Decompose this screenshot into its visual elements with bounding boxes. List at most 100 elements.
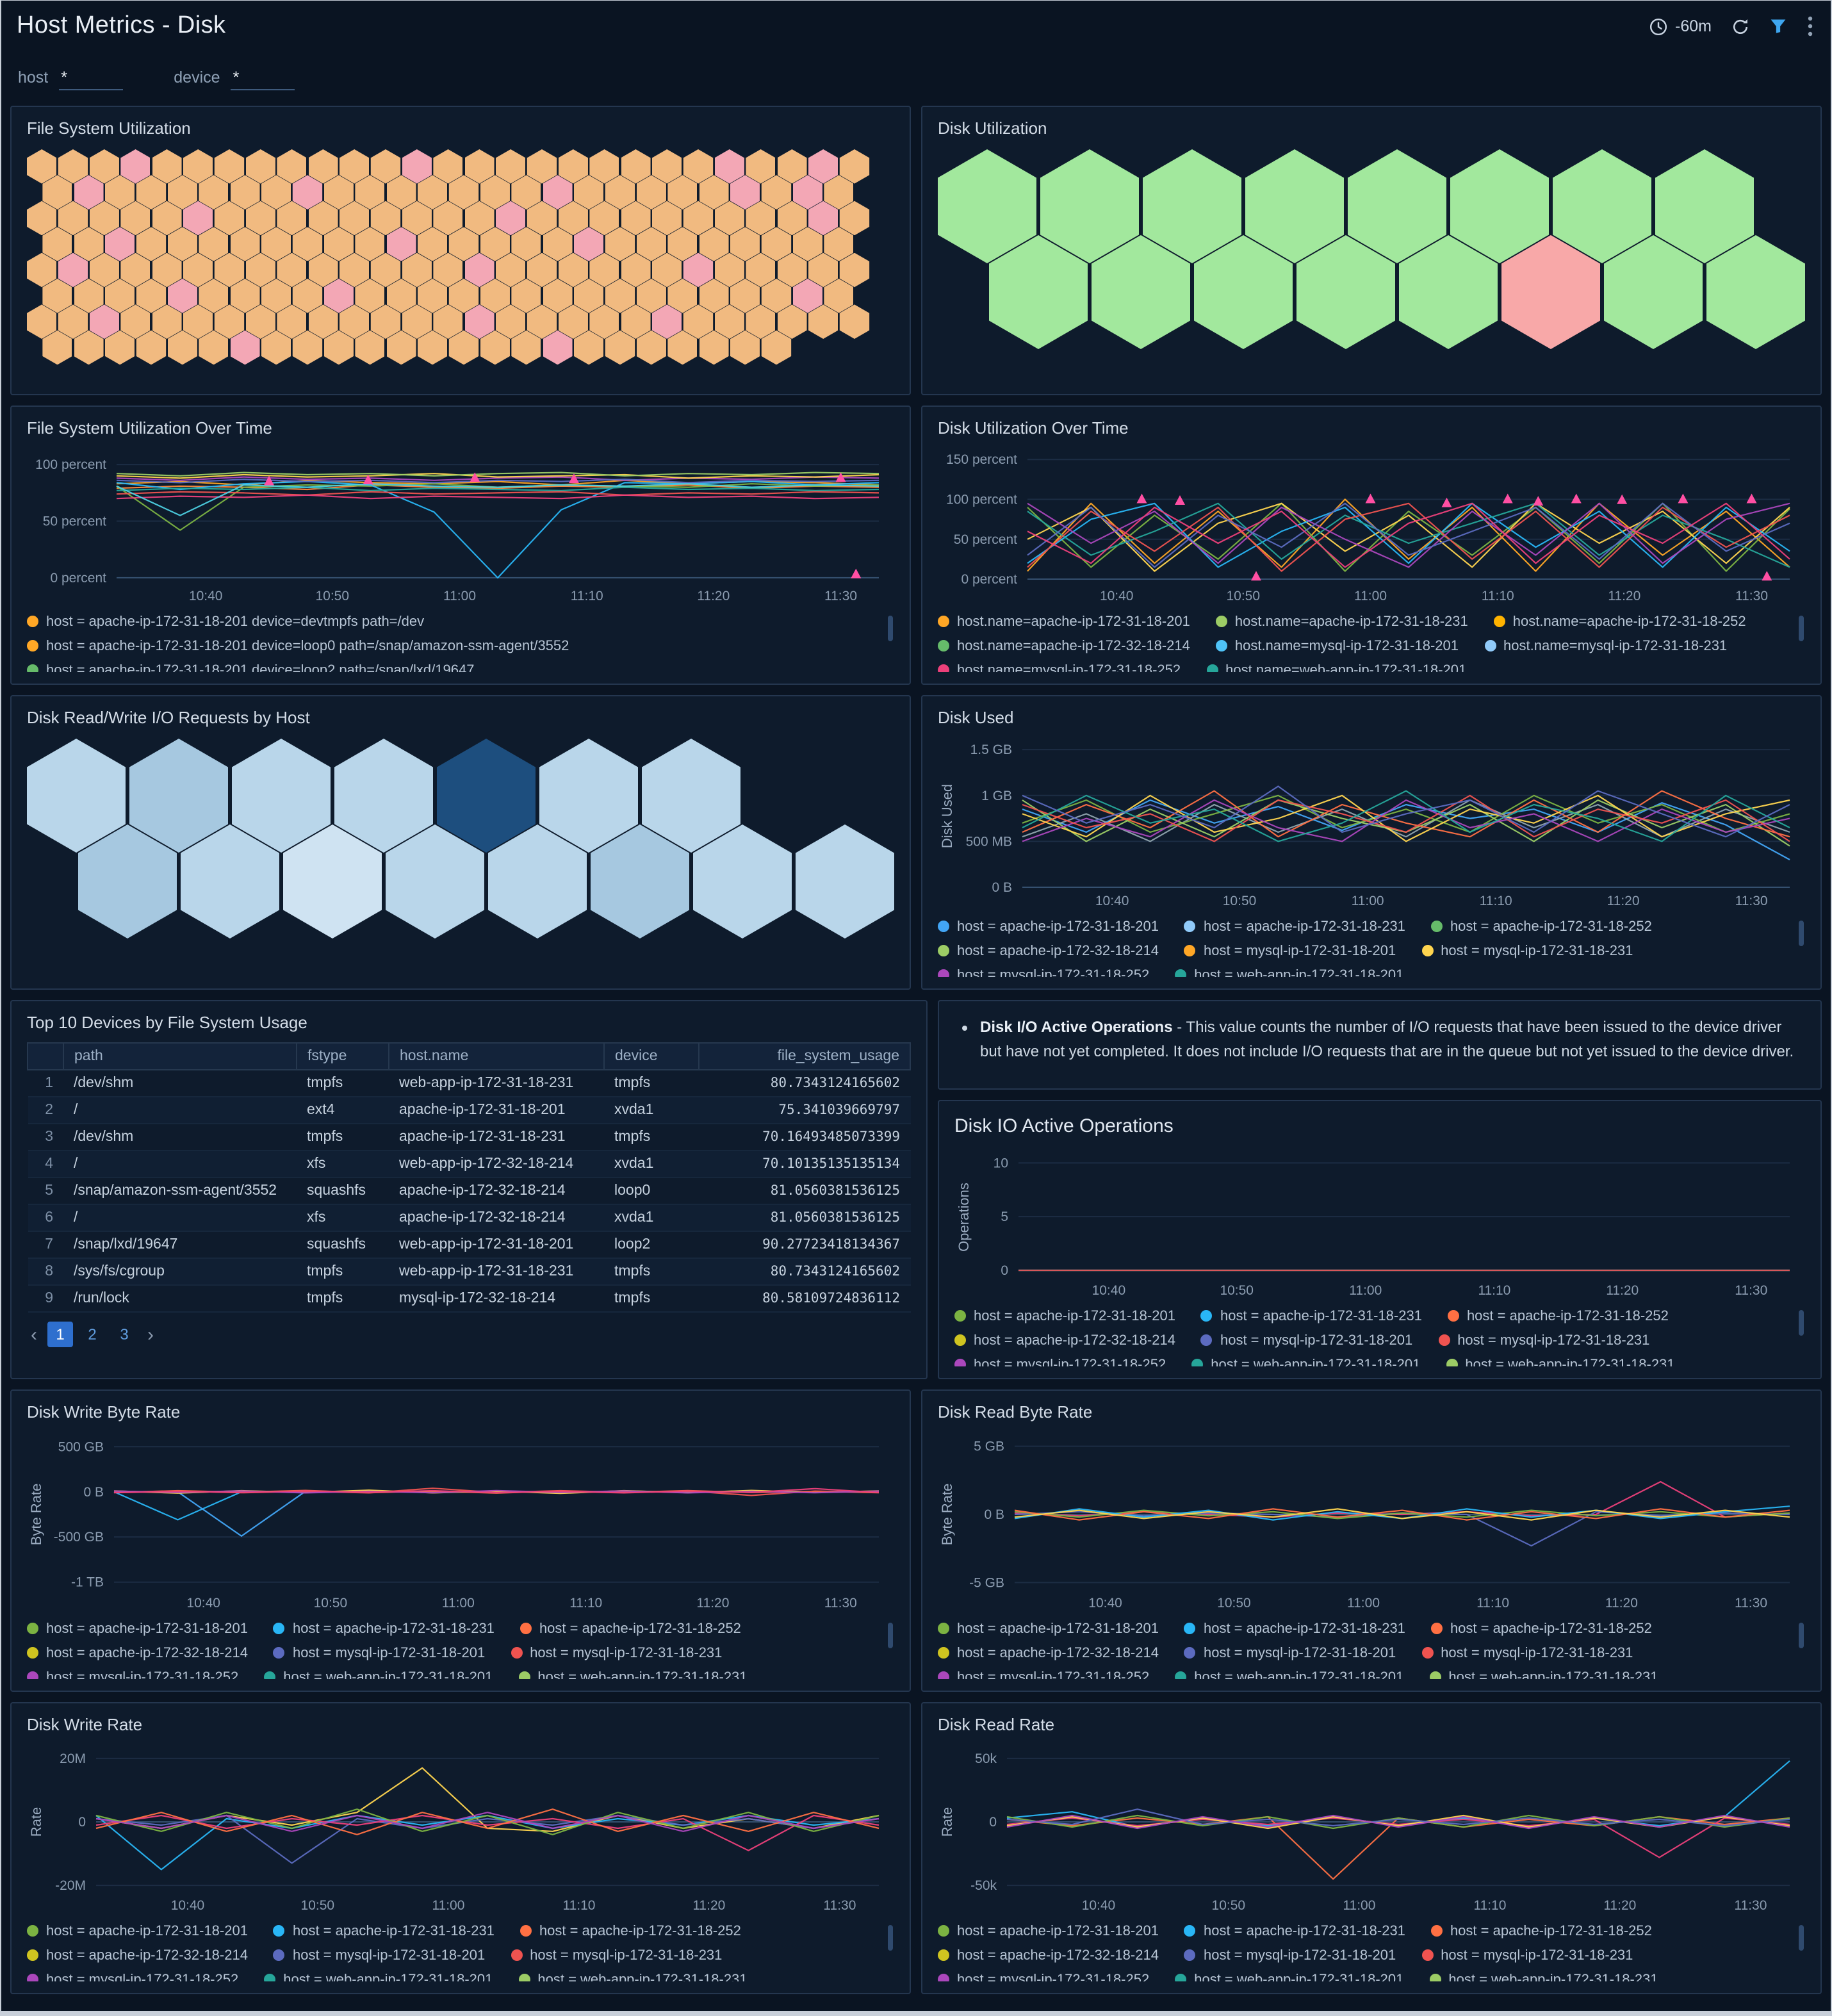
hex-cell[interactable]: [558, 149, 588, 184]
hex-cell[interactable]: [418, 227, 448, 261]
hex-cell[interactable]: [402, 201, 432, 236]
legend-item[interactable]: host = mysql-ip-172-31-18-252: [938, 1971, 1149, 1981]
hex-cell[interactable]: [480, 175, 510, 209]
hex-cell[interactable]: [402, 252, 432, 288]
hex-cell[interactable]: [386, 330, 416, 365]
legend-item[interactable]: host.name=mysql-ip-172-31-18-231: [1484, 637, 1727, 654]
hex-cell[interactable]: [339, 304, 370, 339]
legend-item[interactable]: host = mysql-ip-172-31-18-201: [1184, 1644, 1396, 1661]
legend-item[interactable]: host.name=mysql-ip-172-31-18-252: [938, 662, 1181, 672]
legend-item[interactable]: host = web-app-ip-172-31-18-231: [1446, 1356, 1675, 1366]
legend-item[interactable]: host = apache-ip-172-31-18-231: [273, 1922, 495, 1939]
hex-cell[interactable]: [480, 279, 510, 313]
refresh-icon[interactable]: [1731, 17, 1750, 36]
legend-item[interactable]: host = mysql-ip-172-31-18-231: [1438, 1332, 1649, 1348]
hex-cell[interactable]: [292, 330, 323, 365]
hex-cell[interactable]: [511, 279, 541, 313]
hex-cell[interactable]: [323, 279, 354, 313]
hex-cell[interactable]: [402, 149, 432, 184]
hex-cell[interactable]: [511, 175, 541, 209]
hex-cell[interactable]: [527, 252, 557, 288]
legend-item[interactable]: host = web-app-ip-172-31-18-201: [1175, 967, 1403, 977]
hex-cell[interactable]: [527, 149, 557, 184]
legend-item[interactable]: host = mysql-ip-172-31-18-201: [273, 1947, 485, 1963]
hex-cell[interactable]: [1655, 149, 1754, 263]
column-header[interactable]: path: [63, 1042, 297, 1070]
hex-cell[interactable]: [574, 330, 604, 365]
hex-cell[interactable]: [558, 304, 588, 339]
hex-cell[interactable]: [136, 330, 167, 365]
hex-cell[interactable]: [796, 824, 894, 938]
hex-cell[interactable]: [448, 279, 479, 313]
legend-item[interactable]: host.name=apache-ip-172-31-18-231: [1215, 613, 1468, 630]
legend-item[interactable]: host = apache-ip-172-31-18-201 device=lo…: [27, 637, 569, 654]
legend-scrollbar[interactable]: [1799, 1623, 1804, 1648]
legend-item[interactable]: host = web-app-ip-172-31-18-231: [1429, 1669, 1658, 1679]
hex-cell[interactable]: [574, 279, 604, 313]
hex-cell[interactable]: [605, 175, 635, 209]
filter-icon[interactable]: [1769, 17, 1787, 35]
legend-item[interactable]: host = apache-ip-172-31-18-252: [1430, 1922, 1652, 1939]
legend-item[interactable]: host = mysql-ip-172-31-18-201: [1200, 1332, 1412, 1348]
legend-item[interactable]: host = mysql-ip-172-31-18-231: [1421, 1947, 1633, 1963]
hex-cell[interactable]: [418, 175, 448, 209]
hex-cell[interactable]: [527, 201, 557, 236]
legend-item[interactable]: host = mysql-ip-172-31-18-231: [511, 1644, 722, 1661]
hex-cell[interactable]: [511, 227, 541, 261]
pagination-next[interactable]: ›: [147, 1324, 154, 1345]
hex-cell[interactable]: [543, 175, 573, 209]
hex-cell[interactable]: [105, 330, 135, 365]
hex-cell[interactable]: [605, 279, 635, 313]
hex-cell[interactable]: [386, 175, 416, 209]
hex-cell[interactable]: [1348, 149, 1446, 263]
hex-cell[interactable]: [496, 201, 526, 236]
hex-cell[interactable]: [42, 330, 72, 365]
legend-item[interactable]: host = apache-ip-172-32-18-214: [938, 942, 1159, 959]
hex-cell[interactable]: [448, 330, 479, 365]
hex-cell[interactable]: [589, 201, 619, 236]
hex-cell[interactable]: [418, 330, 448, 365]
hex-cell[interactable]: [448, 227, 479, 261]
disk-used-line-chart[interactable]: 0 B 500 MB 1 GB 1.5 GB 10:40 10:50 11:00 11:10 1…: [938, 732, 1805, 910]
pagination-page-2[interactable]: 2: [88, 1325, 97, 1343]
legend-item[interactable]: host = mysql-ip-172-31-18-231: [511, 1947, 722, 1963]
hex-cell[interactable]: [230, 330, 260, 365]
hex-cell[interactable]: [323, 175, 354, 209]
hex-cell[interactable]: [386, 227, 416, 261]
hex-cell[interactable]: [1553, 149, 1651, 263]
hex-cell[interactable]: [74, 330, 104, 365]
hex-cell[interactable]: [370, 149, 401, 184]
hex-cell[interactable]: [355, 279, 385, 313]
legend-scrollbar[interactable]: [1799, 1310, 1804, 1336]
hex-cell[interactable]: [605, 227, 635, 261]
hex-cell[interactable]: [589, 304, 619, 339]
legend-item[interactable]: host = apache-ip-172-31-18-201: [27, 1922, 248, 1939]
hex-cell[interactable]: [589, 252, 619, 288]
io-requests-honeycomb-chart[interactable]: [27, 739, 894, 977]
hex-cell[interactable]: [355, 330, 385, 365]
hex-cell[interactable]: [621, 252, 651, 288]
disk-read-rate-line-chart[interactable]: -50k 0 50k 10:40 10:50 11:00 11:10 11:20 11:30 Ra…: [938, 1739, 1805, 1915]
legend-item[interactable]: host.name=apache-ip-172-32-18-214: [938, 637, 1190, 654]
hex-cell[interactable]: [355, 175, 385, 209]
legend-item[interactable]: host = apache-ip-172-31-18-201 device=lo…: [27, 662, 474, 672]
legend-item[interactable]: host = web-app-ip-172-31-18-231: [518, 1971, 748, 1981]
legend-item[interactable]: host = mysql-ip-172-31-18-201: [273, 1644, 485, 1661]
hex-cell[interactable]: [480, 330, 510, 365]
legend-item[interactable]: host = mysql-ip-172-31-18-252: [938, 1669, 1149, 1679]
pagination-prev[interactable]: ‹: [31, 1324, 37, 1345]
hex-cell[interactable]: [621, 149, 651, 184]
disk-read-byte-rate-line-chart[interactable]: -5 GB 0 B 5 GB 10:40 10:50 11:00 11:10 11:20 11:…: [938, 1427, 1805, 1612]
legend-item[interactable]: host = apache-ip-172-31-18-231: [1200, 1307, 1422, 1324]
legend-item[interactable]: host = web-app-ip-172-31-18-201: [264, 1971, 493, 1981]
disk-utilization-honeycomb-chart[interactable]: [938, 149, 1805, 382]
legend-item[interactable]: host.name=mysql-ip-172-31-18-201: [1215, 637, 1459, 654]
legend-item[interactable]: host = apache-ip-172-32-18-214: [27, 1947, 248, 1963]
legend-item[interactable]: host = apache-ip-172-31-18-252: [1430, 1620, 1652, 1637]
hex-cell[interactable]: [496, 149, 526, 184]
legend-item[interactable]: host = apache-ip-172-31-18-231: [1184, 1620, 1405, 1637]
hex-cell[interactable]: [511, 330, 541, 365]
legend-item[interactable]: host = apache-ip-172-31-18-201: [938, 1922, 1159, 1939]
fs-utilization-honeycomb-chart[interactable]: [27, 149, 894, 382]
hex-cell[interactable]: [1604, 235, 1703, 349]
